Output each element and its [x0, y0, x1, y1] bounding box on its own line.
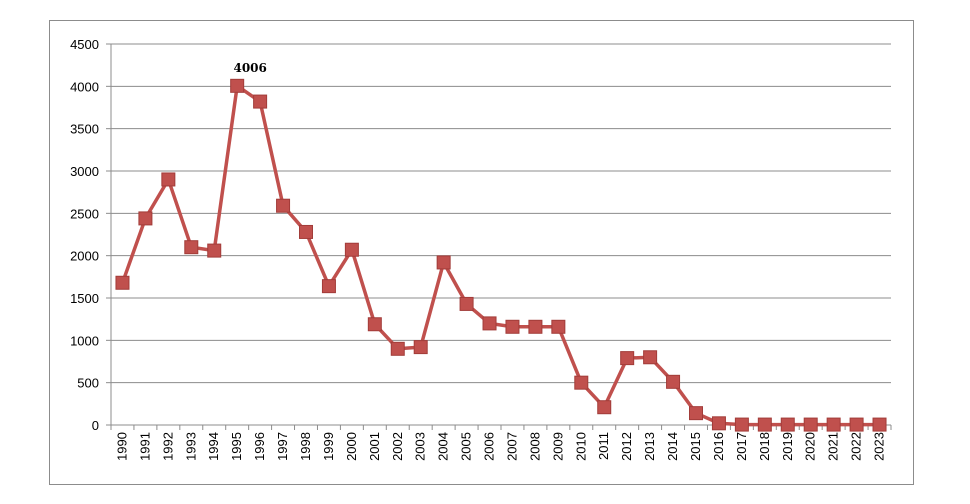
x-tick-label: 2005: [459, 432, 474, 461]
y-tick-label: 0: [92, 418, 99, 433]
x-tick-label: 1998: [298, 432, 313, 461]
data-point-marker: [230, 78, 245, 93]
x-tick-label: 2008: [527, 432, 542, 461]
x-tick-label: 1990: [114, 432, 129, 461]
y-tick-label: 2500: [70, 206, 99, 221]
data-point-marker: [138, 211, 153, 226]
x-tick-label: 2012: [619, 432, 634, 461]
data-point-marker: [436, 255, 451, 270]
data-point-marker: [803, 417, 818, 432]
x-tick-label: 1996: [252, 432, 267, 461]
data-point-marker: [757, 417, 772, 432]
data-point-marker: [826, 417, 841, 432]
x-tick-label: 1994: [206, 432, 221, 461]
data-point-marker: [505, 319, 520, 334]
y-tick-label: 4500: [70, 37, 99, 52]
series-line: [120, 84, 882, 427]
data-point-marker: [551, 319, 566, 334]
data-point-marker: [413, 340, 428, 355]
axes: [106, 43, 892, 430]
x-tick-label: 2010: [573, 432, 588, 461]
x-tick-label: 1997: [275, 432, 290, 461]
data-point-marker: [253, 94, 268, 109]
data-point-marker: [643, 350, 658, 365]
y-tick-label: 4000: [70, 79, 99, 94]
data-point-marker: [666, 374, 681, 389]
x-tick-label: 2002: [390, 432, 405, 461]
x-tick-label: 1991: [137, 432, 152, 461]
data-point-marker: [321, 279, 336, 294]
x-tick-label: 2009: [550, 432, 565, 461]
y-tick-label: 1000: [70, 333, 99, 348]
data-point-marker: [734, 417, 749, 432]
x-tick-label: 2017: [734, 432, 749, 461]
data-point-marker: [390, 341, 405, 356]
data-point-marker: [459, 296, 474, 311]
tick-labels: 0 500 1000 1500 2000 2500 3000 3500 4000 4500 1990…: [70, 37, 886, 461]
data-point-marker: [482, 316, 497, 331]
x-tick-label: 2007: [504, 432, 519, 461]
data-point-marker: [711, 416, 726, 431]
y-tick-label: 1500: [70, 291, 99, 306]
x-tick-label: 2000: [344, 432, 359, 461]
x-tick-label: 2001: [367, 432, 382, 461]
gridlines: [111, 43, 891, 384]
x-tick-label: 2011: [596, 432, 611, 460]
data-point-marker: [872, 417, 887, 432]
x-tick-label: 2018: [757, 432, 772, 461]
data-point-marker: [597, 400, 612, 415]
x-tick-label: 2013: [642, 432, 657, 461]
x-tick-label: 2015: [688, 432, 703, 461]
x-tick-label: 2006: [482, 432, 497, 461]
data-point-marker: [620, 351, 635, 366]
x-tick-label: 2004: [436, 432, 451, 461]
data-point-marker: [689, 406, 703, 421]
x-tick-label: 1993: [183, 432, 198, 461]
data-label: 4006: [233, 61, 266, 75]
data-point-marker: [780, 417, 795, 432]
y-tick-label: 3500: [70, 122, 99, 137]
data-point-marker: [367, 317, 382, 332]
y-tick-label: 500: [77, 376, 99, 391]
x-tick-label: 2003: [413, 432, 428, 461]
x-tick-label: 2016: [711, 432, 726, 461]
series-polyline: [120, 84, 882, 427]
y-tick-label: 2000: [70, 249, 99, 264]
data-point-marker: [849, 417, 864, 432]
data-markers: [115, 78, 887, 432]
x-tick-label: 2020: [803, 432, 818, 461]
x-tick-label: 1992: [160, 432, 175, 461]
data-point-marker: [115, 275, 130, 290]
x-tick-label: 2019: [780, 432, 795, 461]
y-tick-label: 3000: [70, 164, 99, 179]
x-tick-label: 2021: [826, 432, 841, 461]
x-tick-label: 1999: [321, 432, 336, 461]
x-tick-label: 2014: [665, 432, 680, 461]
data-point-marker: [299, 224, 313, 239]
data-point-marker: [528, 319, 543, 334]
data-point-marker: [344, 242, 359, 257]
data-point-marker: [161, 172, 176, 187]
data-point-marker: [184, 240, 199, 255]
x-tick-label: 1995: [229, 432, 244, 461]
data-point-marker: [574, 375, 589, 390]
data-point-marker: [276, 198, 291, 213]
data-point-marker: [207, 243, 222, 258]
x-tick-label: 2023: [872, 432, 887, 461]
x-tick-label: 2022: [849, 432, 864, 461]
